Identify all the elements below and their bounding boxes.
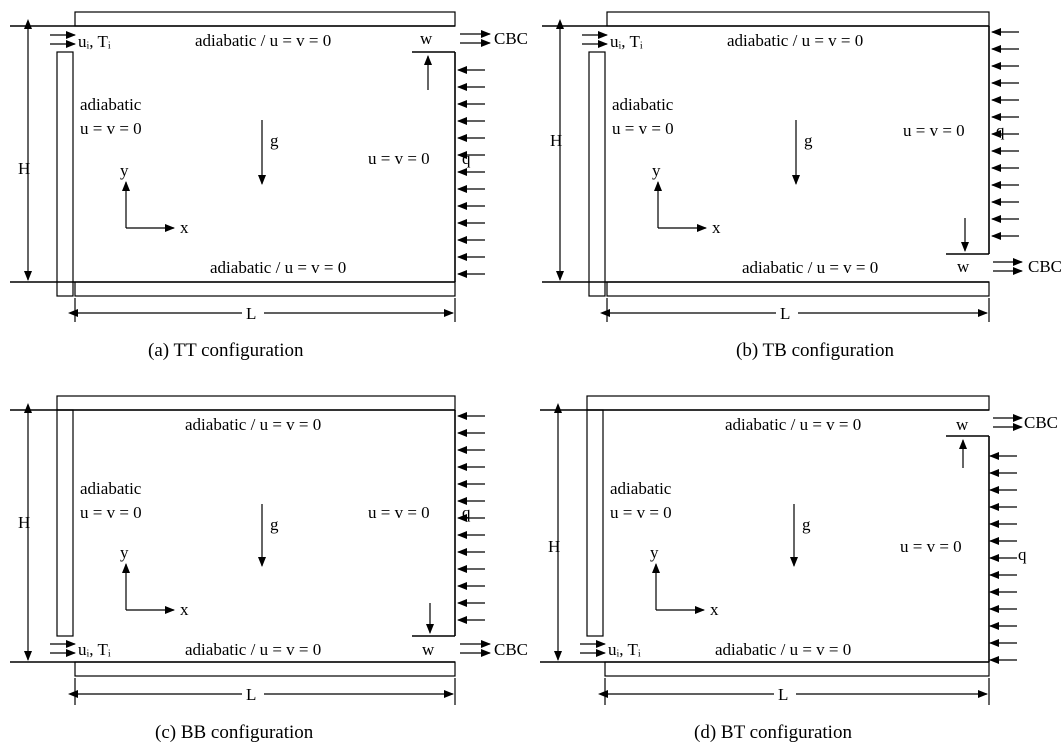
top-wall-label: adiabatic / u = v = 0 [727, 31, 863, 50]
outlet-label: CBC [1028, 257, 1062, 276]
x-axis-label: x [710, 600, 719, 619]
length-label: L [778, 685, 788, 704]
caption-c: (c) BB configuration [155, 722, 314, 743]
left-wall-label: adiabatic [80, 479, 142, 498]
height-label: H [18, 159, 30, 178]
top-wall [74, 11, 456, 27]
inlet-label: uᵢ, Tᵢ [78, 32, 111, 51]
height-label: H [18, 513, 30, 532]
left-wall-label: adiabatic [80, 95, 142, 114]
top-wall-label: adiabatic / u = v = 0 [185, 415, 321, 434]
length-label: L [246, 304, 256, 323]
top-wall [606, 11, 990, 27]
outlet-label: CBC [494, 640, 528, 659]
y-axis-label: y [120, 161, 129, 180]
outlet-width-label: w [957, 257, 970, 276]
left-wall-label: adiabatic [612, 95, 674, 114]
bottom-wall-label: adiabatic / u = v = 0 [715, 640, 851, 659]
right-wall-condition: u = v = 0 [900, 537, 962, 556]
panel-c: H L uᵢ, Tᵢ CBC w adiabatic / u = v = 0 a… [10, 395, 528, 743]
x-axis-label: x [180, 600, 189, 619]
heat-flux-label: q [996, 121, 1005, 140]
y-axis-label: y [650, 543, 659, 562]
outlet-width-label: w [422, 640, 435, 659]
left-wall [56, 51, 74, 297]
outlet-label: CBC [494, 29, 528, 48]
caption-d: (d) BT configuration [694, 722, 852, 743]
panel-a: H L uᵢ, Tᵢ CBC w adiabatic / u = v = 0 a… [10, 11, 528, 361]
right-wall-condition: u = v = 0 [368, 503, 430, 522]
bottom-wall [606, 281, 990, 297]
right-wall-condition: u = v = 0 [368, 149, 430, 168]
outlet-width-label: w [420, 29, 433, 48]
gravity-label: g [804, 131, 813, 150]
heat-flux-arrows [989, 452, 1017, 664]
heat-flux-label: q [1018, 545, 1027, 564]
heat-flux-arrows [457, 412, 485, 624]
left-wall-condition: u = v = 0 [80, 119, 142, 138]
heat-flux-label: q [462, 149, 471, 168]
heat-flux-arrows [457, 66, 485, 278]
bottom-wall [74, 281, 456, 297]
y-axis-label: y [652, 161, 661, 180]
gravity-label: g [802, 515, 811, 534]
top-wall-label: adiabatic / u = v = 0 [725, 415, 861, 434]
bottom-wall-label: adiabatic / u = v = 0 [185, 640, 321, 659]
inlet-label: uᵢ, Tᵢ [610, 32, 643, 51]
bottom-wall [74, 661, 456, 677]
left-wall-condition: u = v = 0 [612, 119, 674, 138]
heat-flux-arrows [991, 28, 1019, 240]
left-wall [56, 409, 74, 637]
length-label: L [246, 685, 256, 704]
y-axis-label: y [120, 543, 129, 562]
heat-flux-label: q [462, 503, 471, 522]
left-wall-condition: u = v = 0 [80, 503, 142, 522]
left-wall [586, 409, 604, 637]
outlet-width-label: w [956, 415, 969, 434]
gravity-label: g [270, 515, 279, 534]
panel-d: H L uᵢ, Tᵢ CBC w adiabatic / u = v = 0 a… [540, 395, 1058, 743]
bottom-wall-label: adiabatic / u = v = 0 [210, 258, 346, 277]
gravity-label: g [270, 131, 279, 150]
x-axis-label: x [180, 218, 189, 237]
height-label: H [548, 537, 560, 556]
left-wall [588, 51, 606, 297]
x-axis-label: x [712, 218, 721, 237]
bottom-wall [604, 661, 990, 677]
inlet-label: uᵢ, Tᵢ [78, 640, 111, 659]
caption-a: (a) TT configuration [148, 340, 304, 361]
caption-b: (b) TB configuration [736, 340, 894, 361]
left-wall-label: adiabatic [610, 479, 672, 498]
inlet-label: uᵢ, Tᵢ [608, 640, 641, 659]
height-label: H [550, 131, 562, 150]
top-wall-label: adiabatic / u = v = 0 [195, 31, 331, 50]
outlet-label: CBC [1024, 413, 1058, 432]
length-label: L [780, 304, 790, 323]
left-wall-condition: u = v = 0 [610, 503, 672, 522]
panel-b: H L uᵢ, Tᵢ CBC w adiabatic / u = v = 0 a… [542, 11, 1062, 361]
right-wall-condition: u = v = 0 [903, 121, 965, 140]
bottom-wall-label: adiabatic / u = v = 0 [742, 258, 878, 277]
top-wall [586, 395, 990, 411]
top-wall [56, 395, 456, 411]
